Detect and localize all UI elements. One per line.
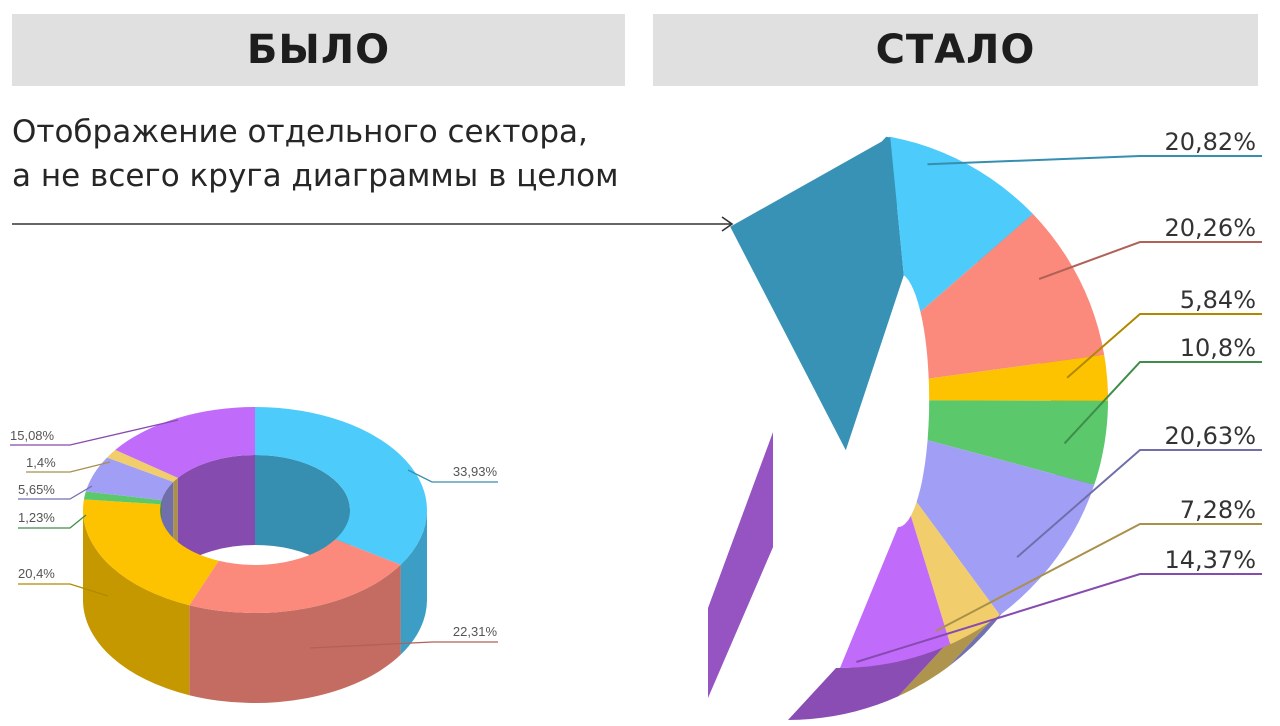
donut-data-label: 20,4% — [18, 566, 55, 581]
donut-data-label: 5,65% — [18, 482, 55, 497]
after-header-label: СТАЛО — [875, 27, 1036, 73]
sector-labels: 20,82% 20,26% 5,84% 10,8% 20,63% 7,28% 14,37% — [856, 128, 1262, 663]
donut-data-label: 1,23% — [18, 510, 55, 525]
donut-inner-wall — [177, 455, 255, 568]
donut-data-label: 1,4% — [26, 455, 56, 470]
donut-leader-line — [26, 461, 111, 473]
sector-slice-7 — [840, 515, 951, 668]
sector-data-label: 14,37% — [1164, 546, 1256, 574]
sector-leader-line — [856, 573, 1262, 663]
sector-slice-5 — [916, 440, 1095, 616]
donut-outer-wall — [189, 564, 401, 704]
donut-data-label: 33,93% — [453, 464, 498, 479]
sector-side-wall — [898, 615, 996, 697]
donut-outer-wall — [400, 510, 427, 655]
donut-slice-5 — [85, 457, 174, 501]
sector-data-label: 10,8% — [1180, 334, 1256, 362]
donut-leader-line — [309, 641, 498, 649]
sector-side-wall — [788, 644, 947, 720]
donut-leader-line — [10, 419, 179, 446]
sector-slice-2 — [920, 213, 1105, 379]
donut-slice-6 — [107, 449, 178, 482]
sector-leader-line — [1016, 449, 1262, 558]
description-line-2: а не всего круга диаграммы в целом — [12, 158, 619, 194]
donut-labels: 33,93% 22,31% 20,4% 1,23% 5,65% 1,4% 15,08% — [10, 419, 498, 649]
donut-leader-line — [18, 514, 87, 529]
sector-slice-3 — [928, 354, 1108, 401]
donut-leader-line — [18, 583, 109, 597]
donut-data-label: 15,08% — [10, 428, 55, 443]
arrow-icon — [12, 216, 734, 232]
sector-data-label: 20,63% — [1164, 422, 1256, 450]
donut-leader-line — [18, 485, 93, 500]
after-sector-chart: 20,82% 20,26% 5,84% 10,8% 20,63% 7,28% 14,37% — [708, 128, 1262, 720]
donut-slice-4 — [83, 491, 162, 505]
sector-end-cap-top — [730, 136, 904, 451]
donut-slice-2 — [189, 539, 401, 614]
donut-outer-wall — [82, 510, 190, 696]
sector-leader-line — [1066, 313, 1262, 379]
sector-slice-1 — [890, 136, 1033, 312]
donut-inner-wall — [255, 455, 350, 600]
sector-leader-line — [1038, 241, 1262, 280]
sector-data-label: 20,26% — [1164, 214, 1256, 242]
before-header-label: БЫЛО — [246, 27, 391, 73]
sector-data-label: 7,28% — [1180, 496, 1256, 524]
sector-leader-line — [927, 155, 1262, 166]
sector-data-label: 5,84% — [1180, 286, 1256, 314]
donut-slice-3 — [82, 499, 219, 606]
description: Отображение отдельного сектора, а не все… — [12, 110, 619, 198]
before-header: БЫЛО — [12, 14, 625, 86]
sector-slice-4 — [927, 400, 1108, 485]
sector-top — [840, 136, 1108, 668]
after-header: СТАЛО — [653, 14, 1258, 86]
donut-data-label: 22,31% — [453, 624, 498, 639]
before-donut-chart: 33,93% 22,31% 20,4% 1,23% 5,65% 1,4% 15,08% — [10, 407, 498, 704]
donut-slice-1 — [255, 407, 427, 565]
sector-leader-line — [935, 523, 1262, 632]
sector-data-label: 20,82% — [1164, 128, 1256, 156]
donut-leader-line — [407, 469, 498, 483]
sector-leader-line — [1063, 361, 1262, 445]
sector-end-cap-bottom — [708, 432, 773, 698]
donut-slice-7 — [115, 407, 255, 478]
description-line-1: Отображение отдельного сектора, — [12, 114, 588, 150]
donut-top — [82, 407, 427, 614]
